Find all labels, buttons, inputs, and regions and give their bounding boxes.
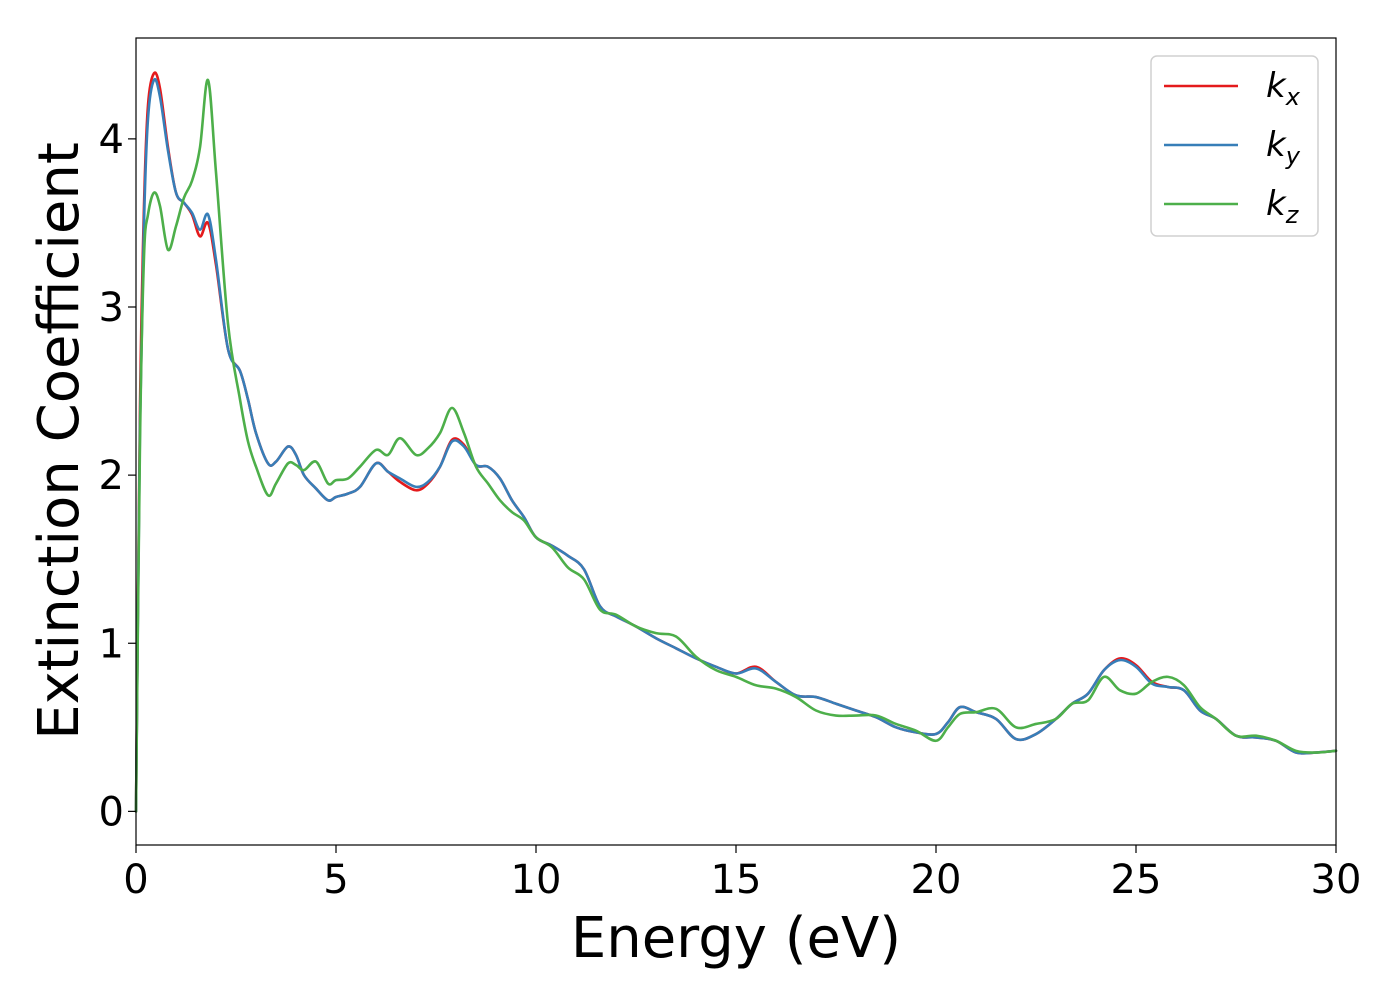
y-axis-title: Extinction Coefficient [27,142,92,740]
x-axis-title: Energy (eV) [571,906,901,971]
y-tick-label: 2 [99,453,124,499]
y-tick-label: 3 [99,285,124,331]
x-tick-label: 20 [911,857,962,903]
x-tick-label: 0 [123,857,148,903]
legend-entries: kx ky kz [1164,66,1301,229]
legend-label-ky: ky [1266,125,1301,170]
x-tick-label: 15 [711,857,762,903]
x-axis-ticks: 0 5 10 15 20 25 30 [123,845,1361,903]
y-axis-ticks: 0 1 2 3 4 [99,117,136,835]
x-tick-label: 30 [1311,857,1362,903]
x-tick-label: 25 [1111,857,1162,903]
legend-label-kz: kz [1266,184,1300,229]
y-tick-label: 0 [99,789,124,835]
y-tick-label: 1 [99,621,124,667]
x-tick-label: 5 [323,857,348,903]
y-tick-label: 4 [99,117,124,163]
legend-label-kx: kx [1266,66,1301,111]
series-layer [134,71,1338,813]
x-tick-label: 10 [511,857,562,903]
legend: kx ky kz [1150,55,1319,237]
series-line-kz [134,78,1338,813]
